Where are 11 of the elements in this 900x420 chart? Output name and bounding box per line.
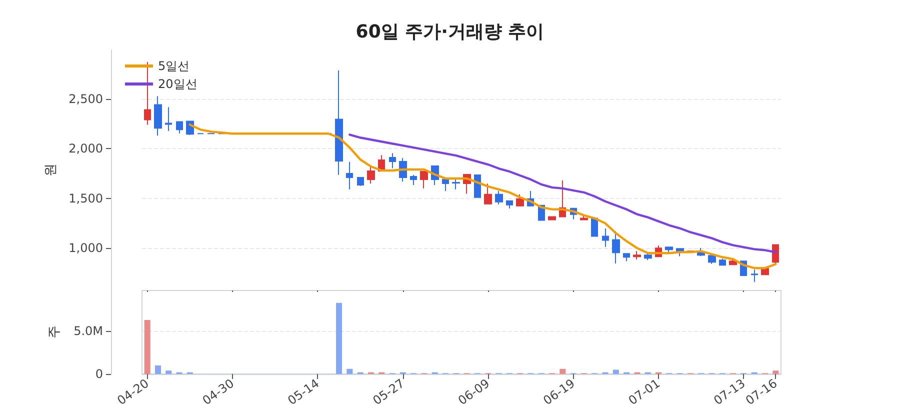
y-tick-label: 2,000 xyxy=(68,142,103,156)
y-tick-label: 5.0M xyxy=(74,324,103,338)
y-axis-title: 원 xyxy=(44,164,59,176)
y-axis-title: 주 xyxy=(47,326,62,338)
y-tick-label: 1,000 xyxy=(68,241,103,256)
y-tick-label: 0 xyxy=(95,367,103,381)
y-tick-label: 1,500 xyxy=(68,191,103,206)
legend-label: 20일선 xyxy=(158,77,198,91)
chart-title: 60일 주가·거래량 추이 xyxy=(356,22,544,42)
legend-label: 5일선 xyxy=(158,59,190,73)
y-tick-label: 2,500 xyxy=(68,92,103,106)
